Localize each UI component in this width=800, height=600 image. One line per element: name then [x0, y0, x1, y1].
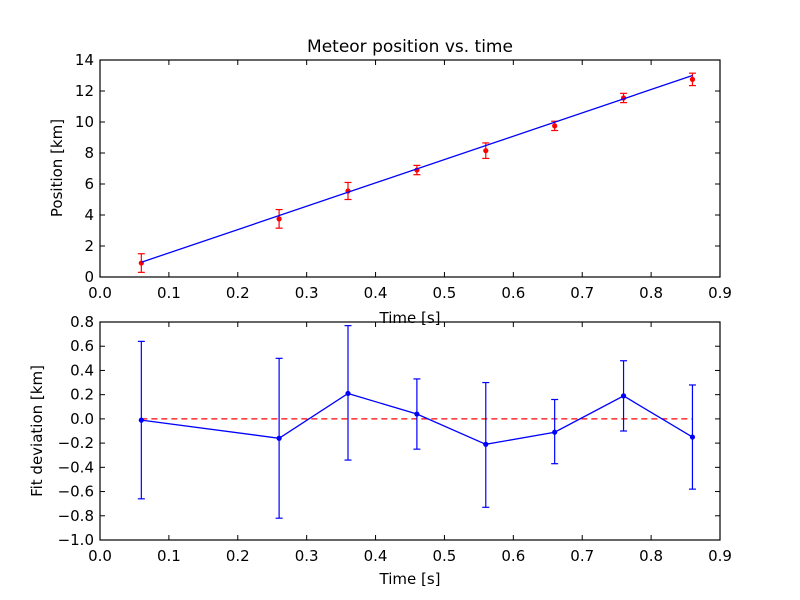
data-point — [689, 434, 696, 440]
y-tick-label: −0.2 — [58, 434, 94, 452]
x-tick-label: 0.4 — [364, 547, 388, 565]
x-tick-label: 0.5 — [433, 284, 457, 302]
position-chart: Meteor position vs. time Time [s] Positi… — [48, 37, 732, 327]
x-tick-label: 0.3 — [295, 547, 319, 565]
x-axis-ticks: 0.0 0.1 0.2 0.3 0.4 0.5 0.6 0.7 0.8 0.9 — [88, 60, 732, 302]
y-tick-label: 0.4 — [70, 361, 94, 379]
data-point — [414, 411, 420, 417]
axes-frame — [99, 59, 721, 278]
x-tick-label: 0.8 — [639, 547, 663, 565]
data-point — [276, 216, 282, 222]
y-tick-label: 10 — [75, 113, 94, 131]
chart-title: Meteor position vs. time — [307, 37, 513, 57]
x-tick-label: 0.7 — [570, 547, 594, 565]
y-tick-label: 0.6 — [70, 337, 94, 355]
x-tick-label: 0.5 — [433, 547, 457, 565]
x-tick-label: 0.0 — [88, 284, 112, 302]
residuals-line — [141, 392, 693, 445]
x-tick-label: 0.2 — [226, 547, 250, 565]
axes-frame — [99, 321, 721, 541]
data-point — [483, 148, 489, 154]
data-point — [138, 417, 144, 423]
x-tick-label: 0.7 — [570, 284, 594, 302]
deviation-chart: Time [s] Fit deviation [km] 0.0 0.1 0.2 0.3… — [28, 313, 732, 588]
y-tick-label: 0 — [84, 268, 94, 286]
data-point — [552, 123, 558, 129]
x-axis-label: Time [s] — [379, 309, 441, 327]
x-axis-ticks: 0.0 0.1 0.2 0.3 0.4 0.5 0.6 0.7 0.8 0.9 — [88, 322, 732, 565]
plot-area — [99, 321, 721, 541]
data-point — [345, 390, 351, 397]
y-tick-label: 12 — [75, 82, 94, 100]
x-tick-label: 0.1 — [157, 547, 181, 565]
x-tick-label: 0.9 — [708, 547, 732, 565]
x-axis-label: Time [s] — [379, 570, 441, 588]
x-tick-label: 0.2 — [226, 284, 250, 302]
data-point — [689, 76, 696, 82]
y-tick-label: −0.6 — [58, 483, 94, 501]
y-axis-label: Position [km] — [48, 119, 66, 217]
data-point — [276, 435, 282, 441]
plot-area — [99, 59, 721, 278]
x-tick-label: 0.6 — [501, 547, 525, 565]
data-point — [483, 441, 489, 447]
y-tick-label: 0.0 — [70, 410, 94, 428]
x-tick-label: 0.9 — [708, 284, 732, 302]
x-tick-label: 0.0 — [88, 547, 112, 565]
y-tick-label: 6 — [84, 175, 94, 193]
y-axis-ticks: 0 2 4 6 8 10 12 14 — [75, 51, 720, 286]
y-tick-label: 8 — [84, 144, 94, 162]
y-tick-label: 0.8 — [70, 313, 94, 331]
y-axis-ticks: −1.0 −0.8 −0.6 −0.4 −0.2 0.0 0.2 0.4 0.6 0.8 — [58, 313, 720, 549]
x-tick-label: 0.3 — [295, 284, 319, 302]
data-point — [552, 429, 558, 435]
y-axis-label: Fit deviation [km] — [28, 365, 46, 497]
y-tick-label: 14 — [75, 51, 94, 69]
y-tick-label: 2 — [84, 237, 94, 255]
linear-fit-line — [141, 74, 693, 263]
x-tick-label: 0.6 — [501, 284, 525, 302]
x-tick-label: 0.1 — [157, 284, 181, 302]
y-tick-label: −0.8 — [58, 507, 94, 525]
y-tick-label: 0.2 — [70, 386, 94, 404]
y-tick-label: −1.0 — [58, 531, 94, 549]
x-tick-label: 0.8 — [639, 284, 663, 302]
data-point — [620, 393, 627, 399]
x-tick-label: 0.4 — [364, 284, 388, 302]
y-tick-label: 4 — [84, 206, 94, 224]
y-tick-label: −0.4 — [58, 458, 94, 476]
